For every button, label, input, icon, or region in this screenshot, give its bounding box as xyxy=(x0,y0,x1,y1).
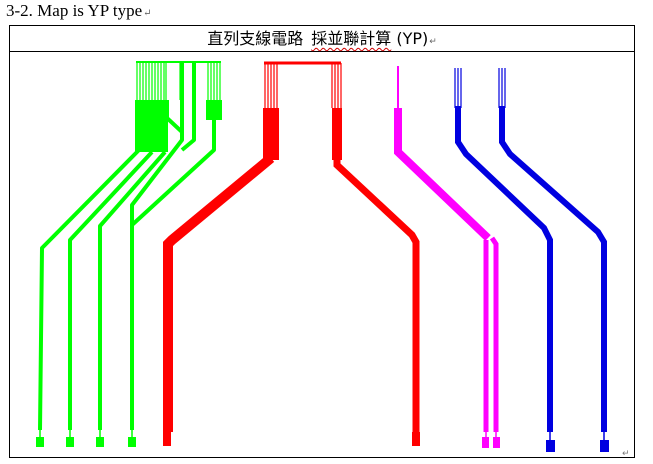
blue-left-branch xyxy=(455,106,553,432)
section-heading: 3-2. Map is YP type↵ xyxy=(6,0,152,25)
magenta-pad-leads xyxy=(485,430,497,437)
magenta-branch-right xyxy=(489,236,499,432)
figure-title-row: 直列支線電路 採並聯計算 (YP)↵ xyxy=(10,26,634,52)
green-trunk-block-right xyxy=(206,100,222,120)
green-branches xyxy=(38,62,216,431)
green-top-comb xyxy=(136,62,221,100)
green-trunk-block xyxy=(135,100,168,152)
red-circuit-group xyxy=(163,61,420,446)
blue-right-branch xyxy=(499,106,607,432)
red-right-comb xyxy=(331,63,342,108)
red-left-branch xyxy=(163,154,275,432)
cell-end-mark: ↵ xyxy=(622,449,630,459)
blue-circuit-group xyxy=(454,68,609,452)
magenta-pads xyxy=(482,437,500,448)
magenta-trunk xyxy=(394,108,491,241)
section-heading-text: 3-2. Map is YP type xyxy=(6,1,143,20)
figure-table: 直列支線電路 採並聯計算 (YP)↵ xyxy=(9,25,635,458)
blue-pad-leads xyxy=(549,430,605,440)
red-left-comb xyxy=(264,63,278,108)
green-circuit-group xyxy=(36,61,222,447)
blue-right-comb xyxy=(498,68,506,108)
red-left-trunk xyxy=(263,108,279,160)
figure-title-part2: 採並聯計算 xyxy=(311,29,392,48)
red-pads xyxy=(163,432,420,446)
green-pads xyxy=(36,437,136,447)
title-paragraph-mark: ↵ xyxy=(429,37,437,47)
figure-title-part3: (YP) xyxy=(396,29,429,48)
green-pad-leads xyxy=(39,430,133,437)
figure-title-part1: 直列支線電路 xyxy=(207,29,304,48)
red-right-branch xyxy=(333,158,420,432)
blue-left-comb xyxy=(454,68,462,108)
magenta-circuit-group xyxy=(394,66,500,448)
red-right-trunk xyxy=(332,108,342,160)
paragraph-mark: ↵ xyxy=(143,8,152,19)
blue-pads xyxy=(546,440,609,452)
